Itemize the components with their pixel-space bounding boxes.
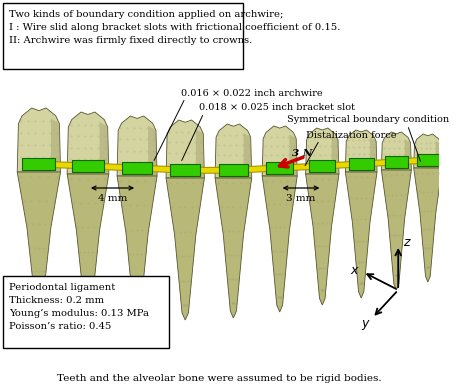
FancyBboxPatch shape — [72, 160, 104, 172]
Text: y: y — [361, 317, 369, 330]
Polygon shape — [244, 133, 252, 178]
Polygon shape — [17, 108, 61, 172]
Text: 4 mm: 4 mm — [98, 194, 127, 203]
FancyBboxPatch shape — [122, 162, 153, 174]
Polygon shape — [306, 128, 339, 174]
Polygon shape — [414, 168, 442, 282]
Text: 0.018 × 0.025 inch bracket slot: 0.018 × 0.025 inch bracket slot — [199, 103, 355, 112]
Polygon shape — [331, 136, 339, 174]
FancyBboxPatch shape — [3, 3, 243, 69]
Text: 0.016 × 0.022 inch archwire: 0.016 × 0.022 inch archwire — [181, 89, 322, 98]
Text: Symmetrical boundary condition: Symmetrical boundary condition — [287, 115, 449, 124]
Polygon shape — [117, 116, 157, 176]
Polygon shape — [382, 170, 411, 290]
Text: x: x — [350, 264, 357, 277]
Polygon shape — [414, 134, 442, 168]
Polygon shape — [346, 172, 377, 298]
Polygon shape — [196, 129, 204, 178]
Polygon shape — [215, 124, 252, 178]
Polygon shape — [17, 172, 61, 310]
Text: 3 mm: 3 mm — [286, 194, 316, 203]
Polygon shape — [67, 112, 109, 174]
FancyBboxPatch shape — [349, 158, 374, 170]
Polygon shape — [262, 126, 297, 176]
Text: Teeth and the alveolar bone were assumed to be rigid bodies.: Teeth and the alveolar bone were assumed… — [57, 374, 382, 383]
Text: 3 N: 3 N — [292, 149, 312, 158]
Polygon shape — [370, 138, 377, 172]
Polygon shape — [117, 176, 157, 318]
Polygon shape — [436, 141, 442, 168]
Text: z: z — [403, 236, 410, 248]
Polygon shape — [148, 126, 157, 176]
Polygon shape — [51, 119, 61, 172]
Text: Periodontal ligament
Thickness: 0.2 mm
Young’s modulus: 0.13 MPa
Poisson’s ratio: Periodontal ligament Thickness: 0.2 mm Y… — [9, 283, 149, 331]
FancyBboxPatch shape — [22, 158, 55, 170]
FancyBboxPatch shape — [310, 160, 335, 172]
FancyBboxPatch shape — [171, 164, 200, 176]
FancyBboxPatch shape — [384, 156, 408, 168]
Text: Distalization force: Distalization force — [306, 131, 396, 140]
Polygon shape — [100, 122, 109, 174]
Polygon shape — [382, 132, 411, 170]
FancyBboxPatch shape — [3, 276, 169, 348]
Polygon shape — [346, 130, 377, 172]
Polygon shape — [306, 174, 339, 305]
Polygon shape — [215, 178, 252, 318]
Text: Two kinds of boundary condition applied on archwire;
I : Wire slid along bracket: Two kinds of boundary condition applied … — [9, 10, 341, 45]
Polygon shape — [67, 174, 109, 315]
FancyBboxPatch shape — [266, 162, 293, 174]
Polygon shape — [166, 120, 204, 178]
Polygon shape — [290, 135, 297, 176]
Polygon shape — [405, 139, 411, 170]
FancyBboxPatch shape — [417, 154, 439, 166]
FancyBboxPatch shape — [219, 164, 247, 176]
Polygon shape — [166, 178, 204, 320]
Polygon shape — [262, 176, 297, 312]
